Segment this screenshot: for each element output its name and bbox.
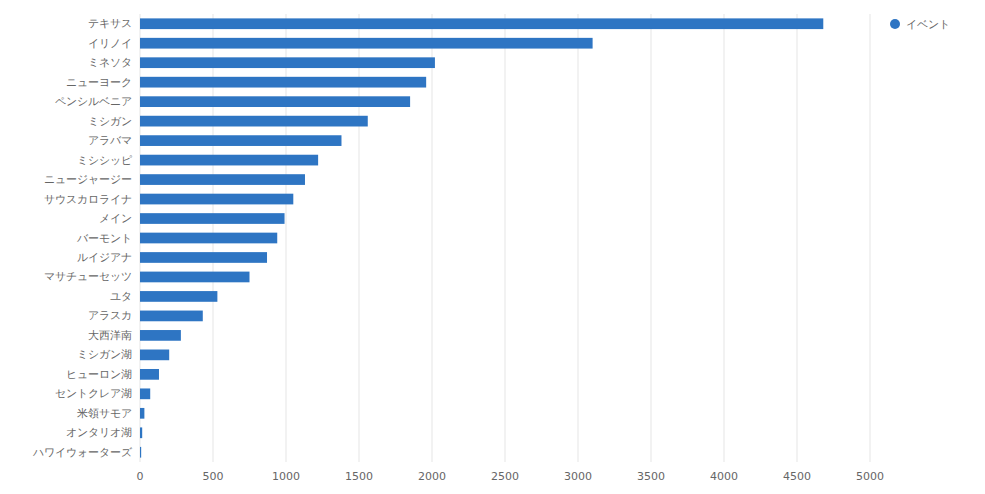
y-tick-label: ヒューロン湖 — [66, 368, 132, 381]
bar — [140, 233, 277, 244]
bar — [140, 213, 285, 224]
y-tick-label: バーモント — [76, 232, 132, 245]
bar — [140, 116, 368, 127]
bar — [140, 369, 159, 380]
y-tick-label: サウスカロライナ — [44, 193, 132, 206]
y-tick-label: ニューヨーク — [66, 76, 132, 89]
y-tick-label: ミネソタ — [88, 56, 132, 69]
bar — [140, 252, 267, 263]
bar — [140, 96, 410, 107]
y-tick-label: 米領サモア — [77, 407, 132, 420]
y-tick-label: ミシシッピ — [77, 154, 132, 167]
grid-line — [651, 14, 652, 462]
x-tick-label: 5000 — [856, 470, 884, 483]
legend-label: イベント — [906, 18, 950, 31]
grid-line — [432, 14, 433, 462]
bar — [140, 311, 203, 322]
y-tick-label: ペンシルベニア — [55, 95, 132, 108]
y-tick-label: アラスカ — [88, 309, 132, 322]
x-tick-label: 2500 — [491, 470, 519, 483]
bar — [140, 194, 293, 205]
x-axis: 0 500 1000 1500 2000 2500 3000 3500 4000 4500 5000 — [137, 470, 885, 483]
bar — [140, 427, 142, 438]
bar — [140, 272, 250, 283]
bar — [140, 291, 217, 302]
grid-line — [724, 14, 725, 462]
x-tick-label: 3000 — [564, 470, 592, 483]
y-tick-label: 大西洋南 — [88, 329, 132, 342]
bar — [140, 174, 305, 185]
x-tick-label: 1000 — [272, 470, 300, 483]
bar — [140, 135, 341, 146]
x-tick-label: 1500 — [345, 470, 373, 483]
bar — [140, 350, 169, 361]
y-tick-label: ニュージャージー — [44, 173, 132, 186]
x-tick-label: 500 — [203, 470, 224, 483]
bar — [140, 18, 823, 29]
y-tick-label: アラバマ — [88, 134, 132, 147]
bar — [140, 388, 150, 399]
x-tick-label: 2000 — [418, 470, 446, 483]
grid — [140, 14, 870, 462]
y-tick-label: メイン — [99, 212, 132, 225]
bar — [140, 330, 181, 341]
y-tick-label: ハワイウォーターズ — [32, 446, 133, 459]
x-tick-label: 3500 — [637, 470, 665, 483]
bars — [140, 18, 823, 457]
y-tick-label: マサチューセッツ — [44, 270, 132, 283]
bar — [140, 77, 426, 88]
y-tick-label: ミシガン — [88, 115, 132, 128]
grid-line — [578, 14, 579, 462]
y-tick-label: ユタ — [110, 290, 132, 303]
y-tick-label: セントクレア湖 — [55, 387, 132, 400]
y-tick-label: テキサス — [88, 17, 132, 30]
y-tick-label: ミシガン湖 — [77, 348, 132, 361]
y-tick-label: オンタリオ湖 — [66, 426, 132, 439]
y-tick-label: イリノイ — [88, 37, 132, 50]
grid-line — [505, 14, 506, 462]
y-tick-label: ルイジアナ — [77, 251, 132, 264]
y-axis: テキサスイリノイミネソタニューヨークペンシルベニアミシガンアラバマミシシッピニュ… — [32, 17, 133, 459]
x-tick-label: 4000 — [710, 470, 738, 483]
x-tick-label: 0 — [137, 470, 144, 483]
bar — [140, 38, 593, 49]
grid-line — [797, 14, 798, 462]
bar — [140, 447, 141, 458]
legend-marker — [890, 19, 900, 29]
bar — [140, 57, 435, 68]
chart: 0 500 1000 1500 2000 2500 3000 3500 4000 4500 5000… — [0, 0, 985, 494]
bar — [140, 408, 144, 419]
grid-line — [870, 14, 871, 462]
x-tick-label: 4500 — [783, 470, 811, 483]
legend: イベント — [890, 18, 950, 31]
bar — [140, 155, 318, 166]
